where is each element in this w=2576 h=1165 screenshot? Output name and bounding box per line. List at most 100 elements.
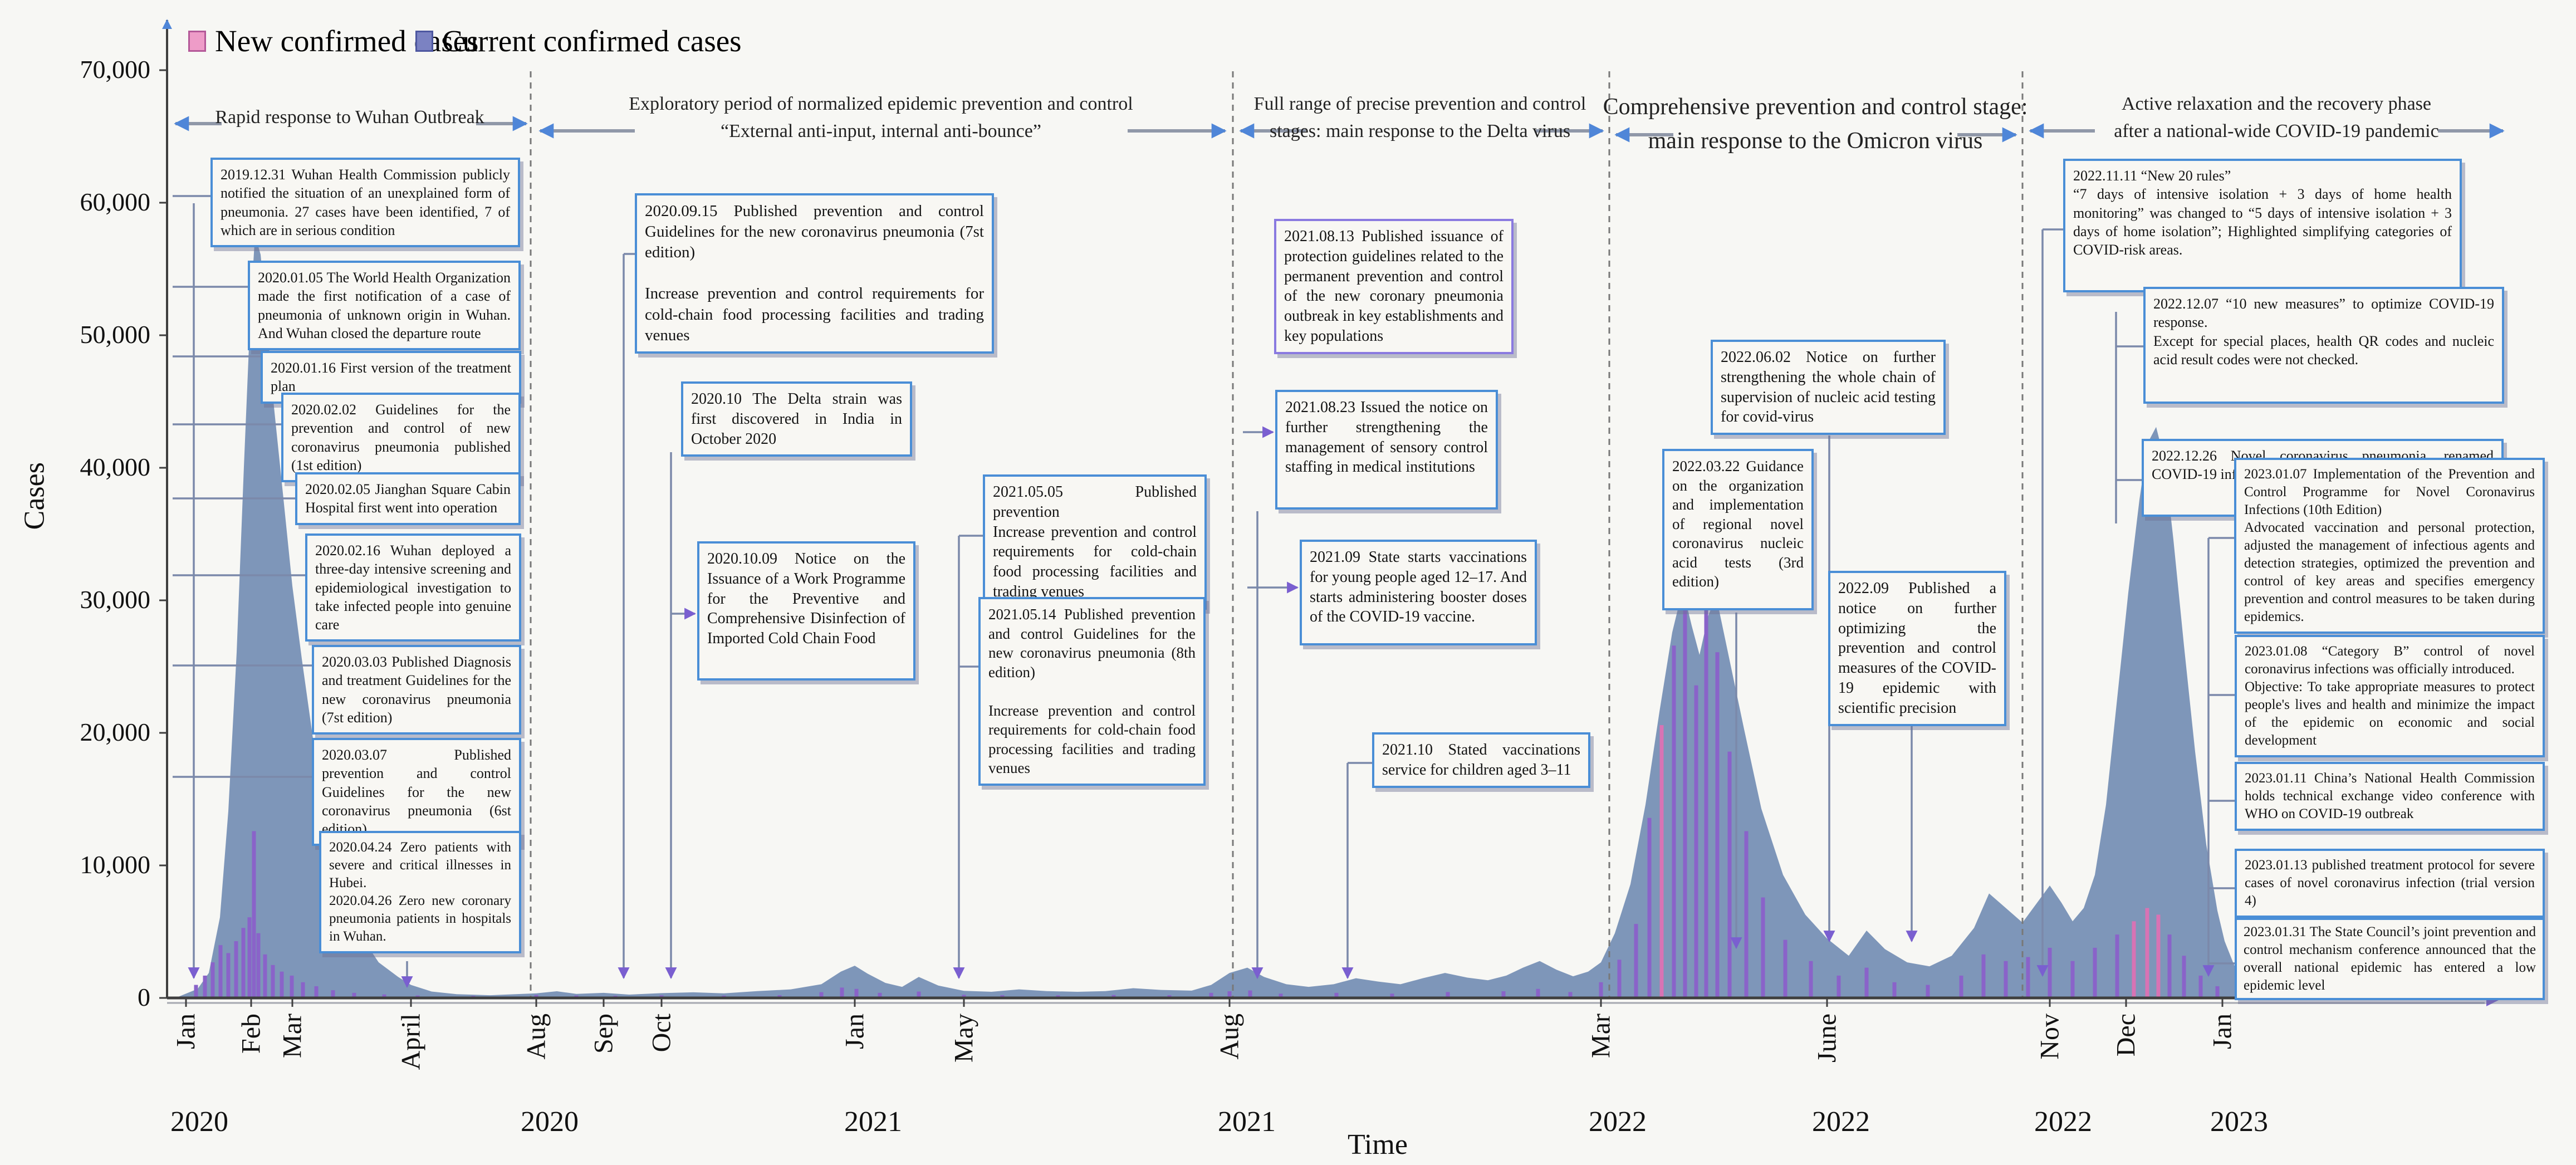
new-confirmed-spike	[382, 994, 386, 997]
new-confirmed-spike	[2167, 934, 2172, 997]
new-confirmed-spike	[1783, 939, 1787, 997]
new-confirmed-spike	[613, 996, 618, 997]
new-confirmed-spike	[962, 995, 966, 997]
new-confirmed-spike	[2156, 914, 2161, 997]
new-confirmed-spike	[1111, 995, 1116, 997]
new-confirmed-spike	[256, 933, 261, 997]
new-confirmed-spike	[1568, 992, 1573, 997]
new-confirmed-spike	[1683, 575, 1687, 997]
new-confirmed-spike	[331, 990, 335, 997]
annotation-box-b202110: 2021.10 Stated vaccinations service for …	[1372, 732, 1590, 788]
new-cases-swatch-icon	[188, 30, 206, 52]
new-confirmed-spike	[1634, 924, 1638, 997]
annotation-box-b20200424: 2020.04.24 Zero patients with severe and…	[319, 831, 521, 953]
new-confirmed-spike	[1744, 831, 1749, 997]
x-month-label: June	[1812, 1014, 1842, 1063]
annotation-box-b20230131: 2023.01.31 The State Council’s joint pre…	[2235, 918, 2545, 1000]
new-confirmed-spike	[2004, 961, 2008, 997]
annotation-box-b20220602: 2022.06.02 Notice on further strengtheni…	[1711, 340, 1946, 435]
phase-label-4: Comprehensive prevention and control sta…	[1603, 90, 2028, 158]
new-confirmed-spike	[1704, 607, 1708, 997]
new-confirmed-spike	[1836, 975, 1841, 997]
annotation-box-b202109: 2021.09 State starts vaccinations for yo…	[1300, 540, 1537, 645]
x-month-label: Jan	[2207, 1014, 2237, 1049]
new-confirmed-spike	[2026, 957, 2030, 997]
new-confirmed-spike	[840, 987, 844, 997]
annotation-box-b20210505: 2021.05.05 Published prevention Increase…	[983, 474, 1207, 610]
new-confirmed-spike	[210, 962, 215, 997]
chart-series	[178, 234, 2361, 997]
annotation-box-b20230111: 2023.01.11 China’s National Health Commi…	[2235, 762, 2545, 831]
new-confirmed-spike	[218, 945, 223, 997]
phase-range-arrows	[174, 116, 2505, 143]
annotation-box-b20221111: 2022.11.11 “New 20 rules” “7 days of int…	[2063, 159, 2462, 292]
x-month-label: Nov	[2035, 1014, 2065, 1060]
legend-item-new-cases: New confirmed cases	[188, 23, 478, 58]
x-year-label: 2020	[521, 1106, 579, 1138]
annotation-box-b20210514: 2021.05.14 Published prevention and cont…	[978, 597, 1206, 786]
new-confirmed-spike	[2048, 947, 2052, 997]
new-confirmed-spike	[574, 995, 579, 997]
new-confirmed-spike	[1279, 993, 1283, 997]
x-year-label: 2021	[844, 1106, 902, 1138]
new-confirmed-spike	[271, 965, 275, 997]
new-confirmed-spike	[659, 995, 664, 997]
x-month-label: Oct	[647, 1014, 677, 1053]
phase-label-line: Active relaxation and the recovery phase	[2121, 94, 2432, 114]
new-confirmed-spike	[2115, 934, 2119, 997]
new-confirmed-spike	[2145, 908, 2149, 997]
new-confirmed-spike	[819, 992, 824, 997]
y-tick-label: 30,000	[80, 585, 151, 614]
phase-label-line: main response to the Omicron virus	[1648, 128, 1983, 154]
new-confirmed-spike	[471, 996, 476, 997]
legend-item-current-cases: Current confirmed cases	[415, 23, 742, 58]
x-month-label: Feb	[236, 1014, 266, 1054]
x-axis-title: Time	[1348, 1129, 1408, 1161]
axes	[159, 19, 2503, 1007]
phase-label-3: Full range of precise prevention and con…	[1254, 90, 1586, 145]
y-tick-label: 70,000	[80, 55, 151, 84]
new-confirmed-spike	[2132, 921, 2136, 997]
annotation-box-b20210823: 2021.08.23 Issued the notice on further …	[1275, 390, 1498, 510]
annotation-box-b20221207: 2022.12.07 “10 new measures” to optimize…	[2143, 287, 2504, 404]
new-confirmed-spike	[252, 831, 256, 997]
new-confirmed-spike	[2215, 986, 2220, 997]
new-confirmed-spike	[1647, 818, 1652, 997]
new-confirmed-spike	[290, 975, 294, 997]
y-tick-label: 40,000	[80, 453, 151, 481]
annotation-box-b20230108: 2023.01.08 “Category B” control of novel…	[2235, 635, 2545, 757]
x-year-label: 2022	[2034, 1106, 2092, 1138]
new-confirmed-spike	[1599, 982, 1603, 997]
phase-divider-lines	[530, 71, 2024, 998]
phase-label-line: stages: main response to the Delta virus	[1269, 121, 1571, 142]
new-confirmed-spike	[1227, 991, 1232, 997]
phase-label-line: Exploratory period of normalized epidemi…	[629, 94, 1133, 114]
new-confirmed-spike	[314, 986, 319, 997]
new-confirmed-spike	[241, 928, 246, 997]
annotation-box-b20230113: 2023.01.13 published treatment protocol …	[2235, 849, 2545, 918]
y-tick-label: 60,000	[80, 188, 151, 216]
new-confirmed-spike	[1501, 991, 1506, 997]
phase-label-5: Active relaxation and the recovery phase…	[2114, 90, 2438, 145]
new-confirmed-spike	[1727, 751, 1732, 997]
annotation-box-b202010: 2020.10 The Delta strain was first disco…	[681, 381, 912, 457]
new-confirmed-spike	[234, 941, 238, 997]
x-month-label: April	[396, 1014, 426, 1070]
new-confirmed-spike	[1864, 967, 1869, 997]
phase-label-line: after a national-wide COVID-19 pandemic	[2114, 121, 2439, 142]
y-tick-label: 0	[138, 983, 150, 1011]
x-year-label: 2021	[1218, 1106, 1276, 1138]
y-tick-label: 10,000	[80, 850, 151, 879]
new-confirmed-spike	[722, 995, 726, 997]
phase-label-line: Comprehensive prevention and control sta…	[1603, 94, 2028, 120]
x-year-label: 2022	[1812, 1106, 1870, 1138]
new-confirmed-spike	[1334, 992, 1339, 997]
annotation-box-b20200303: 2020.03.03 Published Diagnosis and treat…	[312, 645, 521, 735]
new-confirmed-spike	[194, 985, 198, 997]
new-confirmed-spike	[777, 995, 782, 997]
annotation-box-b20200105: 2020.01.05 The World Health Organization…	[248, 261, 521, 351]
new-confirmed-spike	[352, 992, 356, 997]
new-confirmed-spike	[1209, 992, 1213, 997]
new-confirmed-spike	[1390, 993, 1394, 997]
